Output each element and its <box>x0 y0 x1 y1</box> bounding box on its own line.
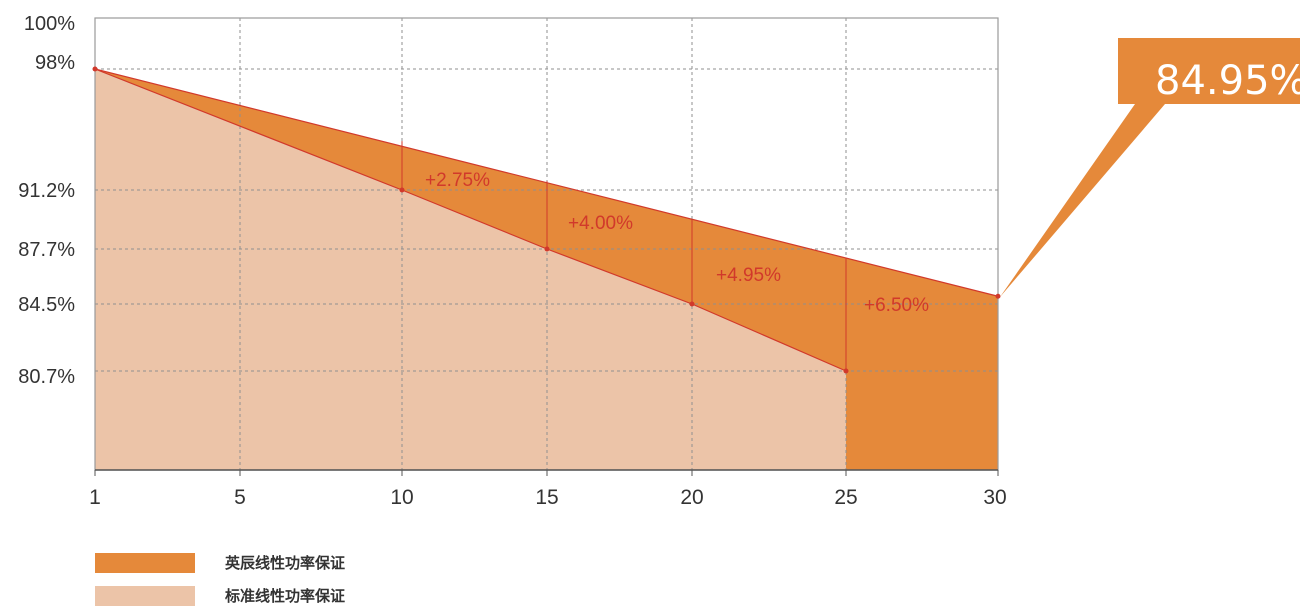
y-tick-label: 87.7% <box>18 239 75 261</box>
difference-label: +6.50% <box>864 295 929 316</box>
x-tick-label: 5 <box>234 486 246 509</box>
x-tick-label: 25 <box>834 486 857 509</box>
x-tick-label: 1 <box>89 486 101 509</box>
y-tick-label: 80.7% <box>18 366 75 388</box>
data-point <box>843 368 849 374</box>
x-tick-label: 20 <box>680 486 703 509</box>
y-tick-label: 84.5% <box>18 294 75 316</box>
difference-label: +4.00% <box>568 213 633 234</box>
data-point <box>689 301 695 307</box>
data-point <box>544 246 550 252</box>
data-point <box>995 293 1001 299</box>
legend-label-standard: 标准线性功率保证 <box>225 587 346 605</box>
y-tick-label: 100% <box>24 13 75 35</box>
legend-swatch-premium <box>95 552 195 573</box>
y-tick-label: 98% <box>35 52 75 74</box>
legend-label-premium: 英辰线性功率保证 <box>225 554 346 572</box>
x-tick-label: 30 <box>983 486 1006 509</box>
data-point <box>92 66 98 72</box>
legend-swatch-standard <box>95 585 195 606</box>
callout-box <box>1000 38 1300 297</box>
y-tick-label: 91.2% <box>18 180 75 202</box>
legend-item-standard: 标准线性功率保证 <box>95 585 345 606</box>
difference-label: +4.95% <box>716 265 781 286</box>
data-point <box>399 187 405 193</box>
standard-area <box>95 69 846 470</box>
x-tick-label: 15 <box>535 486 558 509</box>
difference-label: +2.75% <box>425 170 490 191</box>
x-tick-label: 10 <box>390 486 413 509</box>
callout-value: 84.95% <box>1155 58 1300 104</box>
chart: 100% 98% 91.2% 87.7% 84.5% 80.7% 1 5 10 … <box>18 13 1300 509</box>
legend-item-premium: 英辰线性功率保证 <box>95 552 345 573</box>
